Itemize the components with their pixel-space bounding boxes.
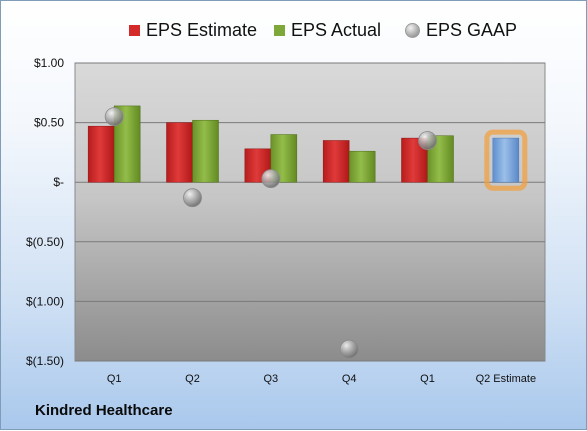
y-tick-label: $0.50 [34, 116, 64, 130]
legend-label-estimate: EPS Estimate [146, 19, 258, 40]
point-gaap [183, 188, 202, 208]
bar-estimate [166, 122, 193, 183]
point-gaap [104, 107, 124, 127]
x-tick-label: Q2 Estimate [476, 373, 537, 385]
legend-label-actual: EPS Actual [291, 19, 382, 40]
point-gaap [261, 169, 281, 189]
legend-dot-gaap [405, 22, 420, 38]
y-tick-label: $(1.00) [26, 294, 64, 308]
y-tick-label: $(0.50) [26, 235, 64, 249]
bar-forecast-glow [484, 129, 528, 191]
x-axis: Q1 Q2 Q3 Q4 Q1 Q2 Estimate [107, 373, 536, 385]
bar-forecast [492, 137, 520, 183]
company-name: Kindred Healthcare [35, 402, 173, 419]
bar-actual [348, 150, 376, 183]
y-axis: $1.00 $0.50 $- $(0.50) $(1.00) $(1.50) [26, 56, 64, 368]
y-tick-label: $(1.50) [26, 354, 64, 368]
bar-estimate [322, 140, 350, 183]
x-tick-label: Q3 [263, 373, 278, 385]
legend-item-gaap: EPS GAAP [405, 17, 517, 43]
point-gaap [339, 339, 359, 359]
x-tick-label: Q1 [420, 373, 435, 385]
plot-area [74, 62, 546, 362]
y-tick-label: $- [53, 175, 64, 189]
legend-item-estimate: EPS Estimate [129, 17, 257, 43]
legend-swatch-estimate [129, 24, 140, 36]
point-gaap [418, 131, 437, 150]
x-tick-label: Q4 [342, 373, 357, 385]
legend-swatch-actual [274, 24, 285, 36]
y-tick-label: $1.00 [34, 56, 64, 70]
bar-actual [192, 119, 219, 183]
legend-label-gaap: EPS GAAP [426, 19, 518, 40]
legend: EPS Estimate EPS Actual EPS GAAP [1, 17, 587, 43]
gridlines [75, 62, 545, 362]
x-tick-label: Q1 [107, 373, 122, 385]
gaap-points [104, 107, 437, 359]
bar-actual [113, 105, 141, 183]
x-tick-label: Q2 [185, 373, 200, 385]
legend-item-actual: EPS Actual [274, 17, 381, 43]
bars [87, 105, 528, 191]
bar-estimate [87, 125, 115, 183]
